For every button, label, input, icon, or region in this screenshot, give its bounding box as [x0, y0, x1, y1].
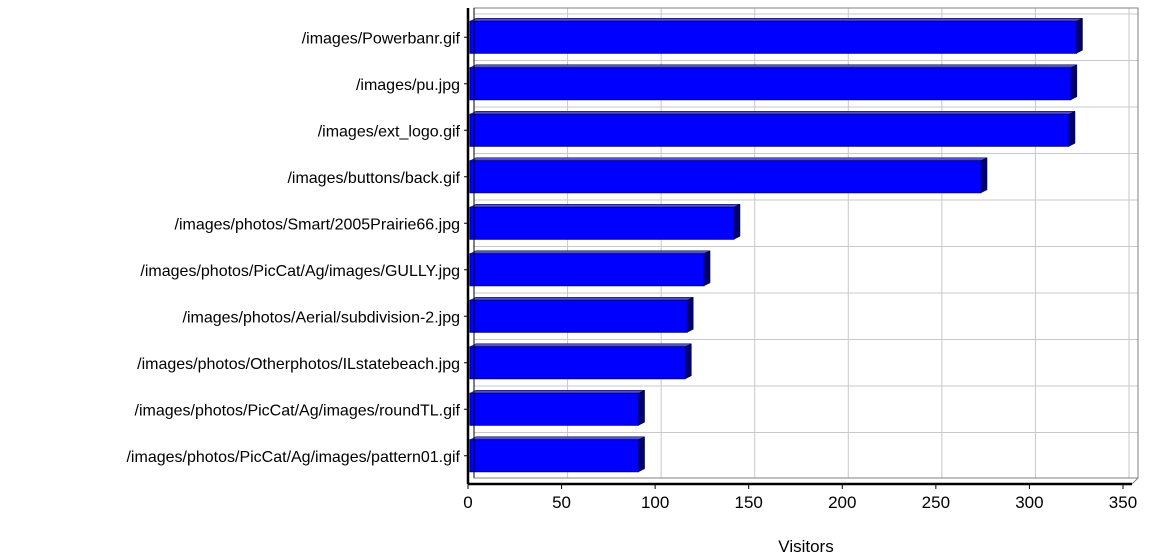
category-label: /images/photos/PicCat/Ag/images/pattern0… [126, 449, 460, 466]
category-label: /images/Powerbanr.gif [302, 30, 461, 47]
category-label: /images/photos/PicCat/Ag/images/GULLY.jp… [140, 263, 460, 280]
bar [469, 436, 645, 473]
x-tick-label: 250 [922, 493, 950, 512]
bar-front-face [469, 20, 1077, 54]
category-label: /images/photos/Otherphotos/ILstatebeach.… [137, 356, 460, 373]
x-axis-title: Visitors [778, 537, 833, 556]
bar-front-face [469, 113, 1070, 147]
category-label: /images/pu.jpg [356, 77, 460, 94]
bar [469, 343, 692, 380]
bar-side-face [703, 250, 711, 287]
bar-front-face [469, 253, 705, 287]
category-label: /images/photos/PicCat/Ag/images/roundTL.… [135, 402, 461, 419]
category-labels: /images/Powerbanr.gif/images/pu.jpg/imag… [126, 30, 460, 466]
x-tick-label: 50 [552, 493, 571, 512]
bar-side-face [638, 389, 645, 426]
category-label: /images/buttons/back.gif [287, 170, 460, 187]
axes [464, 7, 1139, 489]
bar-front-face [469, 439, 640, 473]
bar [469, 157, 988, 194]
bar [469, 110, 1076, 147]
bar-front-face [469, 346, 686, 380]
category-label: /images/ext_logo.gif [318, 123, 461, 140]
bar [469, 389, 645, 426]
bar [469, 17, 1083, 54]
floor-edge [1131, 477, 1139, 485]
x-tick-label: 200 [828, 493, 856, 512]
bar-side-face [1070, 64, 1078, 101]
x-tick-label: 100 [641, 493, 669, 512]
category-label: /images/photos/Smart/2005Prairie66.jpg [175, 216, 461, 233]
bar-front-face [469, 67, 1072, 101]
bar [469, 64, 1078, 101]
bar [469, 250, 711, 287]
bar-front-face [469, 206, 735, 240]
bar [469, 296, 694, 333]
bar [469, 203, 741, 240]
bar-front-face [469, 392, 640, 426]
x-tick-label: 300 [1015, 493, 1043, 512]
category-label: /images/photos/Aerial/subdivision-2.jpg [183, 309, 460, 326]
x-tick-label: 350 [1109, 493, 1137, 512]
bar-side-face [1068, 110, 1076, 147]
bar-side-face [733, 203, 741, 240]
x-tick-label: 150 [735, 493, 763, 512]
bar-side-face [686, 296, 694, 333]
bar-front-face [469, 299, 688, 333]
bar-side-face [685, 343, 692, 380]
bar-side-face [638, 436, 645, 473]
bar-side-face [980, 157, 988, 194]
bar-side-face [1076, 17, 1083, 54]
bar-front-face [469, 160, 982, 194]
x-tick-label: 0 [463, 493, 472, 512]
x-tick-labels: 0 50 100 150 200 250 300 350 [463, 493, 1137, 512]
bars [469, 17, 1083, 473]
